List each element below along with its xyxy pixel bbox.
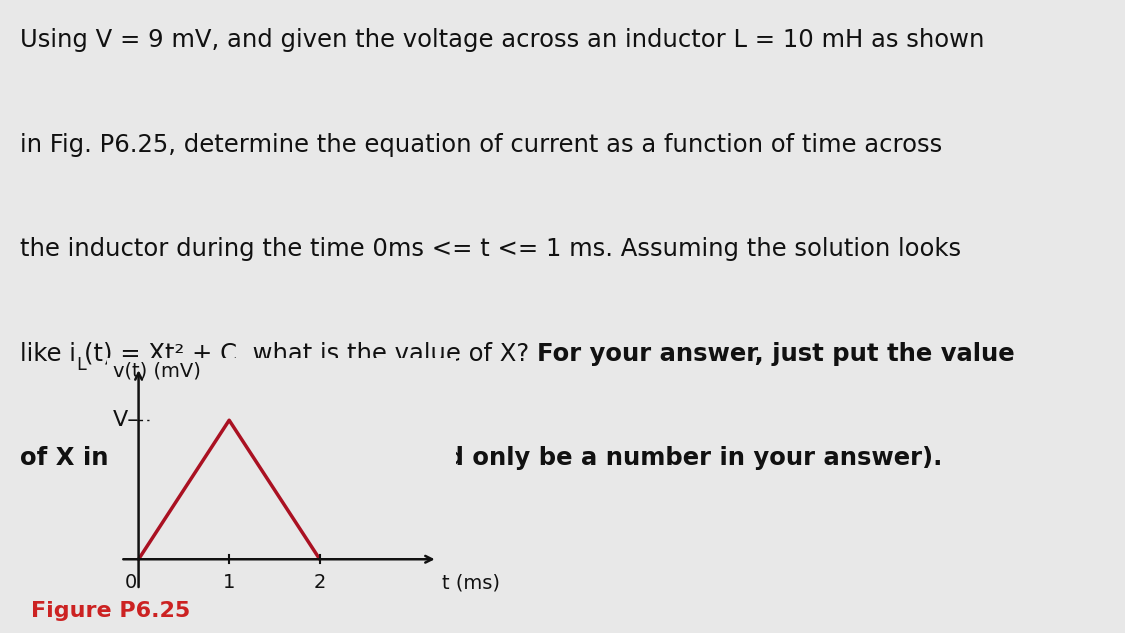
Text: 0: 0 [125, 573, 137, 592]
Text: 2: 2 [314, 573, 326, 592]
Text: L: L [76, 356, 86, 373]
Text: of X in Amperes/s² (there should only be a number in your answer).: of X in Amperes/s² (there should only be… [20, 446, 943, 470]
Text: like i: like i [20, 342, 76, 366]
Text: For your answer, just put the value: For your answer, just put the value [538, 342, 1015, 366]
Text: 1: 1 [223, 573, 235, 592]
Text: (t) = Xt² + C, what is the value of X?: (t) = Xt² + C, what is the value of X? [84, 342, 538, 366]
Text: the inductor during the time 0ms <= t <= 1 ms. Assuming the solution looks: the inductor during the time 0ms <= t <=… [20, 237, 962, 261]
Text: V–: V– [114, 410, 140, 430]
Text: v(t) (mV): v(t) (mV) [114, 362, 201, 381]
Text: Figure P6.25: Figure P6.25 [32, 601, 191, 622]
Text: in Fig. P6.25, determine the equation of current as a function of time across: in Fig. P6.25, determine the equation of… [20, 133, 943, 157]
Text: t (ms): t (ms) [442, 573, 500, 592]
Text: Using V = 9 mV, and given the voltage across an inductor L = 10 mH as shown: Using V = 9 mV, and given the voltage ac… [20, 28, 984, 53]
